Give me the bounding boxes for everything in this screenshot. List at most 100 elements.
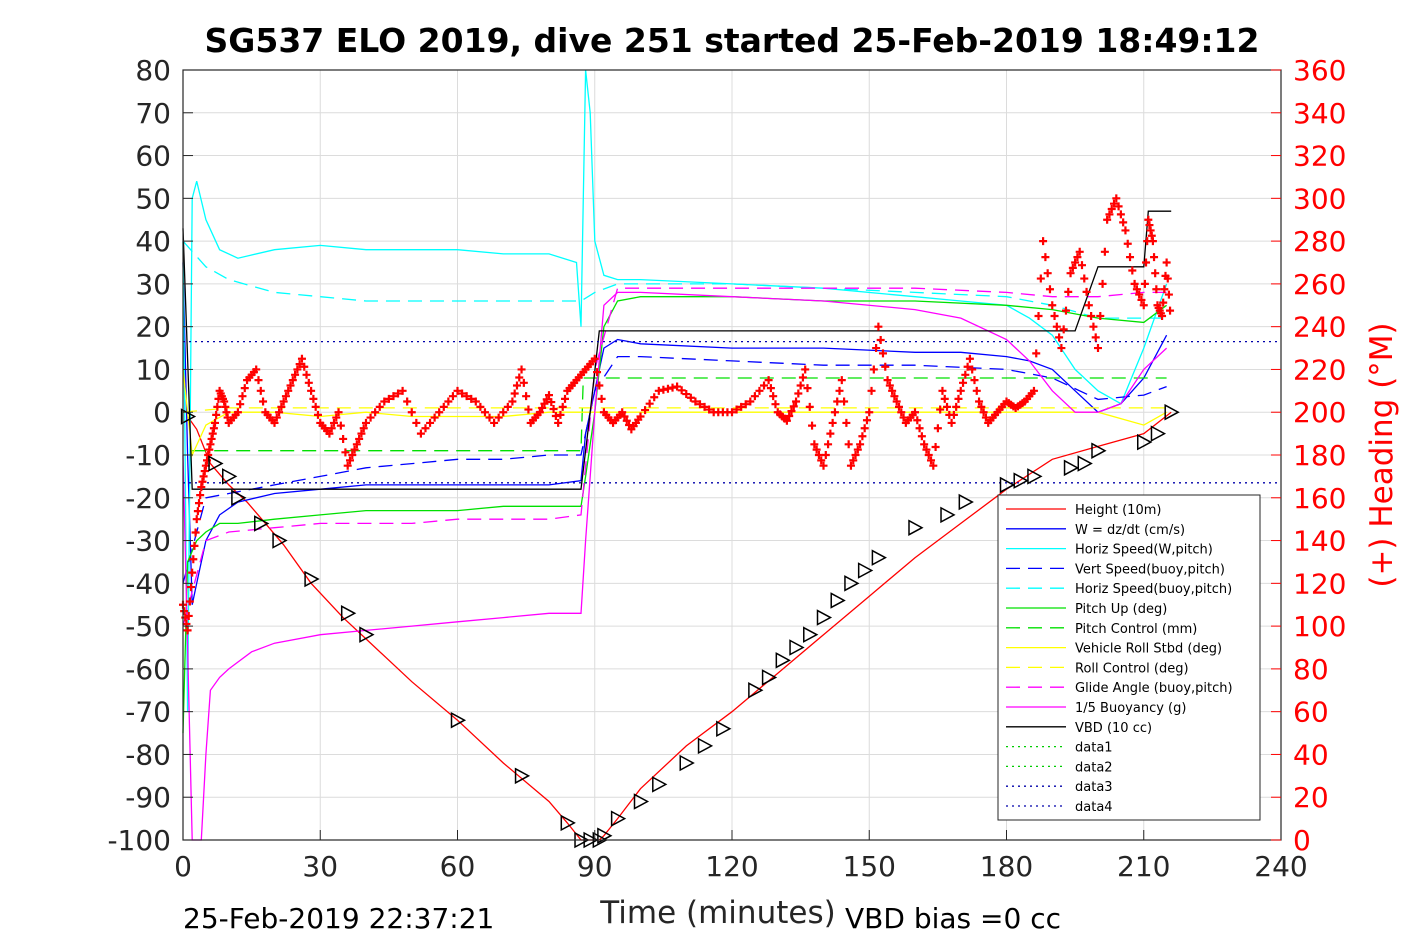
heading-marker: [853, 445, 862, 454]
legend-entry: data4: [1075, 800, 1113, 815]
heading-marker: [540, 399, 549, 408]
heading-marker: [1073, 253, 1082, 262]
height-sample-marker: [816, 609, 833, 626]
y2-tick-label: 60: [1293, 696, 1329, 729]
heading-marker: [259, 397, 268, 406]
heading-marker: [1145, 221, 1154, 230]
heading-marker: [597, 394, 606, 403]
heading-marker: [787, 407, 796, 416]
heading-marker: [691, 397, 700, 406]
heading-marker: [764, 376, 773, 385]
heading-marker: [206, 440, 215, 449]
heading-marker: [380, 397, 389, 406]
heading-markers: [179, 194, 1175, 635]
legend-entry: data1: [1075, 741, 1113, 756]
y-tick-label: -90: [125, 781, 171, 814]
heading-marker: [940, 394, 949, 403]
heading-marker: [1043, 269, 1052, 278]
y-tick-label: -70: [125, 696, 171, 729]
heading-marker: [943, 402, 952, 411]
heading-marker: [485, 413, 494, 422]
heading-marker: [339, 434, 348, 443]
heading-marker: [911, 408, 919, 417]
heading-marker: [746, 397, 755, 406]
heading-marker: [453, 386, 462, 395]
heading-marker: [295, 360, 304, 369]
height-sample-marker: [1027, 468, 1043, 485]
y-tick-label: -50: [125, 610, 171, 643]
y2-tick-label: 320: [1293, 140, 1346, 173]
heading-marker: [972, 386, 981, 395]
y-tick-label: -80: [125, 738, 171, 771]
heading-marker: [233, 408, 242, 417]
heading-marker: [293, 365, 302, 374]
heading-marker: [345, 456, 354, 465]
y-tick-label: -30: [125, 525, 171, 558]
heading-marker: [862, 416, 871, 425]
y2-tick-label: 100: [1293, 610, 1346, 643]
heading-marker: [1110, 199, 1119, 208]
heading-marker: [252, 365, 261, 374]
heading-marker: [771, 400, 780, 409]
heading-marker: [561, 394, 570, 403]
heading-marker: [304, 378, 313, 387]
heading-marker: [1045, 285, 1054, 294]
heading-marker: [556, 410, 565, 419]
heading-marker: [384, 394, 393, 403]
axis-ticks: 0 30 60 90 120 150 180 210 24080706050403020100-…: [107, 54, 1346, 883]
legend-entry: Glide Angle (buoy,pitch): [1075, 681, 1233, 696]
series-line-7: [182, 369, 1167, 458]
height-sample-marker: [716, 720, 732, 738]
heading-marker: [865, 408, 874, 417]
heading-marker: [535, 408, 544, 417]
legend-entry: Pitch Up (deg): [1075, 602, 1167, 617]
series-line-6: [192, 377, 1167, 452]
heading-marker: [499, 408, 508, 417]
heading-marker: [205, 445, 214, 454]
heading-marker: [1036, 274, 1045, 283]
heading-marker: [878, 349, 887, 358]
heading-marker: [288, 376, 297, 385]
x-tick-label: 240: [1254, 850, 1307, 883]
series-lines: [182, 69, 1281, 841]
heading-marker: [888, 386, 897, 395]
y-tick-label: 30: [135, 268, 171, 301]
heading-marker: [1130, 279, 1139, 288]
heading-marker: [192, 515, 201, 524]
heading-marker: [796, 381, 805, 390]
heading-marker: [952, 402, 961, 411]
legend-entry: 1/5 Buoyancy (g): [1075, 701, 1186, 716]
heading-marker: [1080, 274, 1089, 283]
series-line-8: [182, 407, 1167, 413]
heading-marker: [1048, 301, 1057, 310]
y2-tick-label: 240: [1293, 311, 1346, 344]
heading-marker: [291, 370, 300, 379]
heading-marker: [650, 393, 659, 402]
heading-marker: [1139, 301, 1148, 310]
heading-marker: [920, 440, 929, 449]
height-sample-marker: [1063, 459, 1080, 477]
x-tick-label: 180: [980, 850, 1033, 883]
heading-marker: [524, 405, 533, 414]
height-sample-marker: [633, 793, 650, 810]
heading-marker: [362, 418, 370, 427]
y2-tick-label: 360: [1293, 54, 1346, 87]
heading-marker: [187, 583, 196, 592]
heading-marker: [426, 418, 435, 427]
heading-marker: [458, 389, 467, 398]
x-tick-label: 0: [174, 850, 192, 883]
y-tick-label: -40: [125, 567, 171, 600]
heading-marker: [1142, 258, 1151, 267]
height-sample-marker: [697, 737, 714, 755]
heading-marker: [1116, 210, 1125, 219]
heading-marker: [182, 619, 191, 628]
heading-marker: [189, 555, 198, 564]
heading-marker: [981, 413, 990, 422]
heading-marker: [279, 397, 288, 406]
heading-marker: [183, 626, 192, 635]
heading-marker: [430, 413, 439, 422]
heading-marker: [737, 402, 746, 411]
legend-entry: Horiz Speed(W,pitch): [1075, 543, 1213, 558]
heading-marker: [917, 432, 926, 441]
heading-marker: [1059, 325, 1068, 334]
